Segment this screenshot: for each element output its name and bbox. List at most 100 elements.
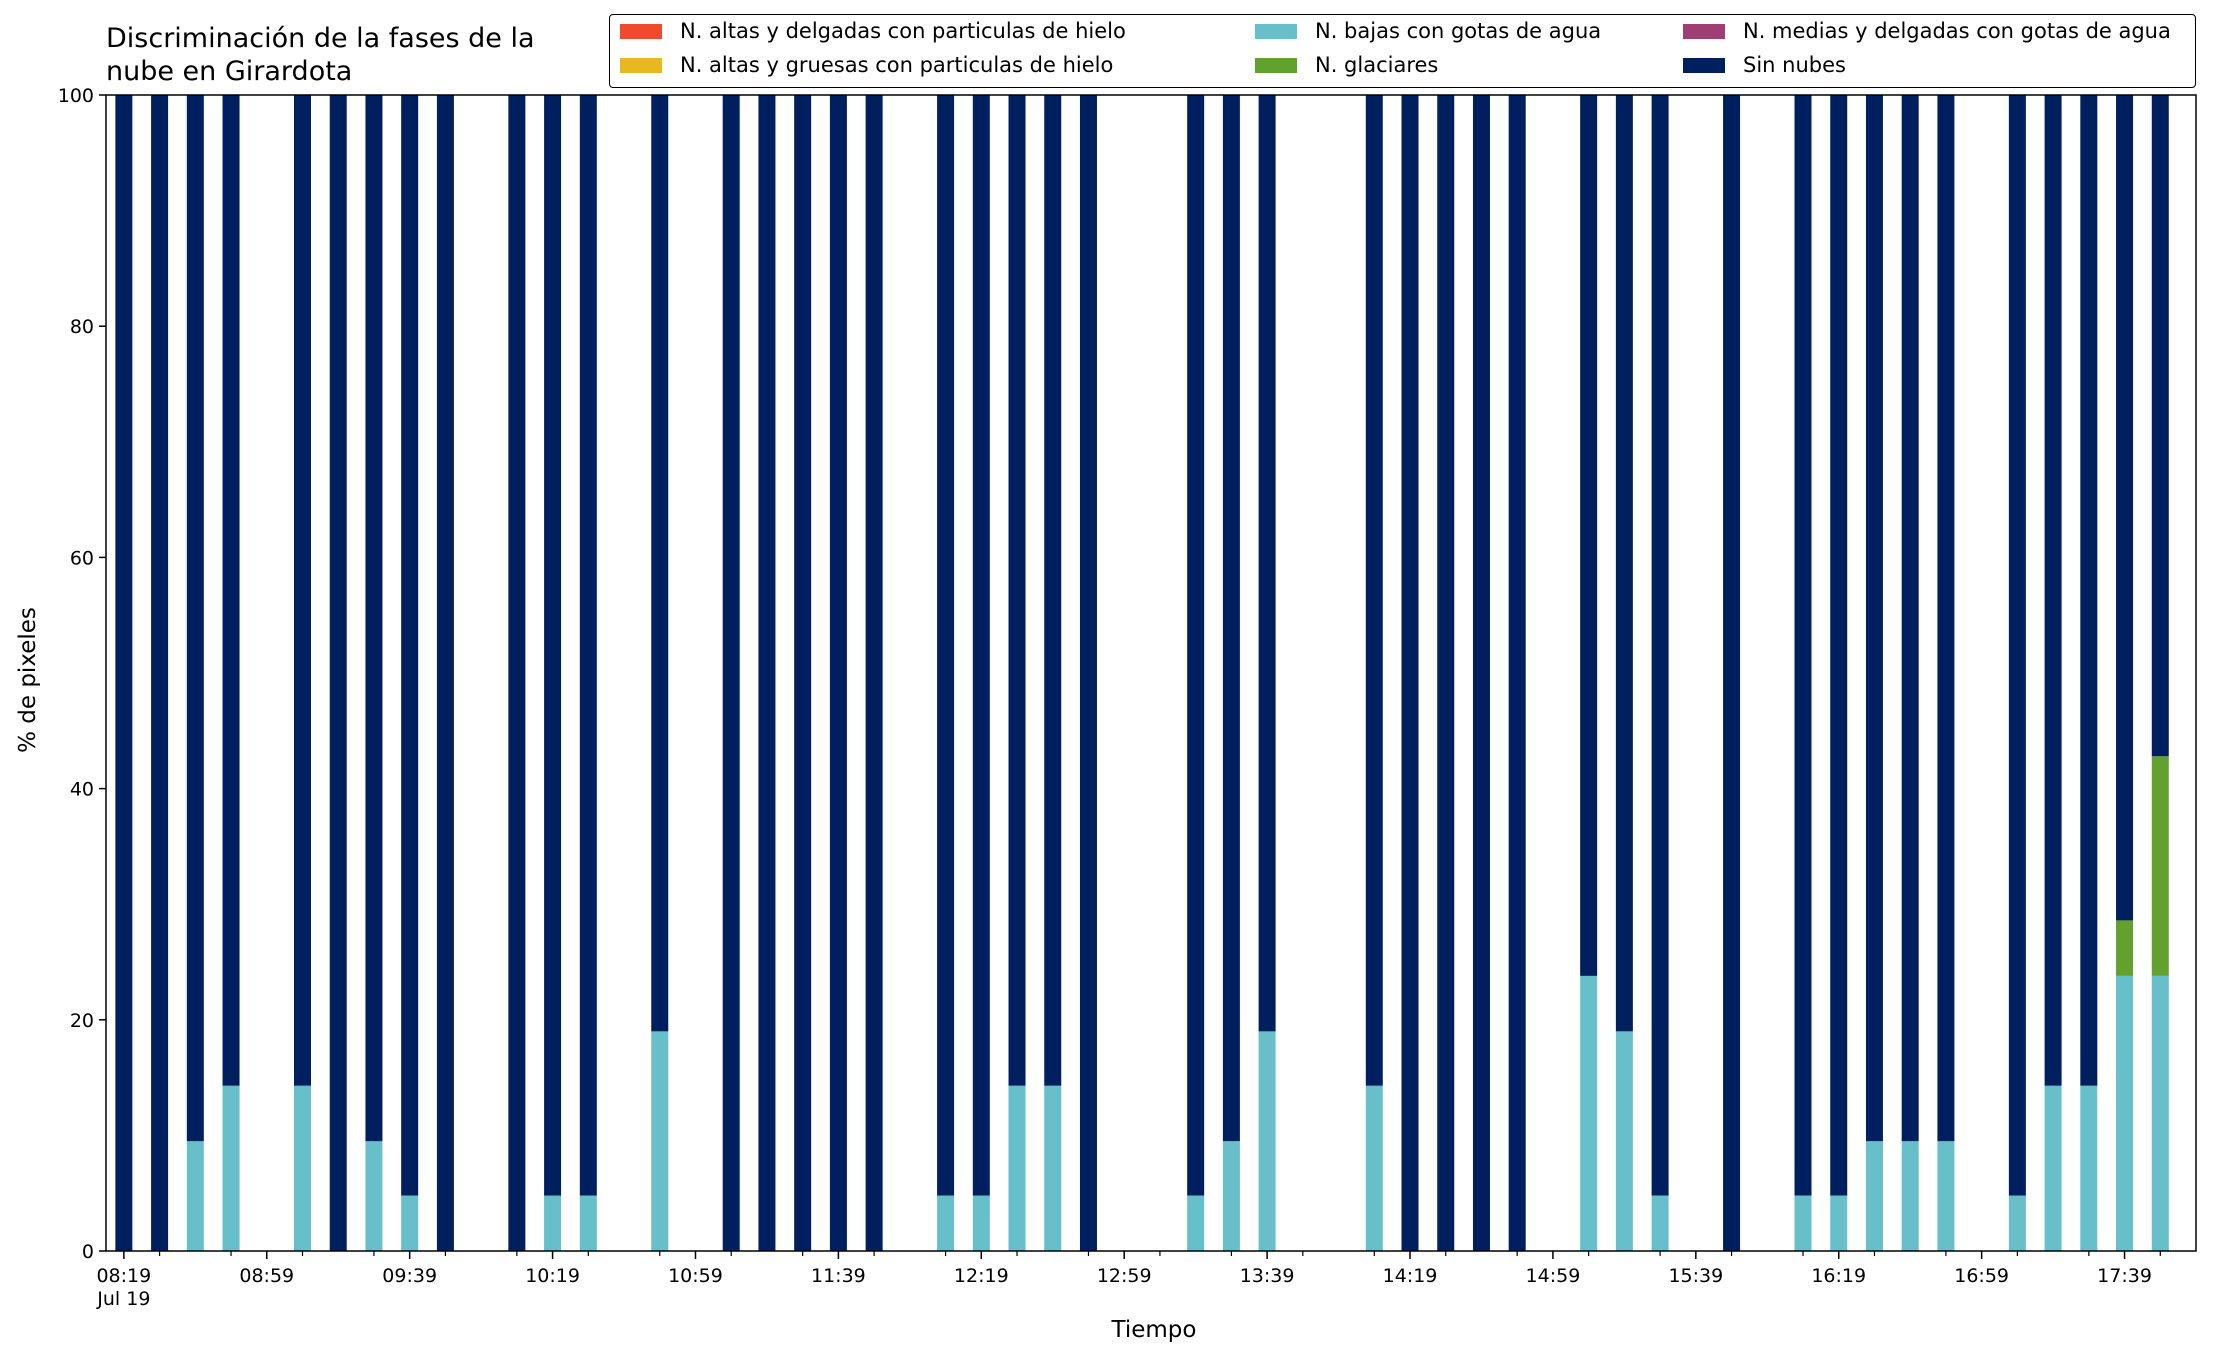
bar-segment-sin-nubes bbox=[722, 95, 740, 1251]
bar-segment-sin-nubes bbox=[1723, 95, 1741, 1251]
legend-item-glaciares: N. glaciares bbox=[1255, 53, 1438, 77]
bar-segment-bajas bbox=[1187, 1195, 1205, 1251]
legend-label: N. altas y delgadas con particulas de hi… bbox=[680, 19, 1126, 43]
y-tick-label: 60 bbox=[70, 547, 94, 569]
x-tick-label: 12:19 bbox=[954, 1265, 1009, 1287]
x-axis-label: Tiempo bbox=[1111, 1317, 1197, 1343]
bar-segment-bajas bbox=[1365, 1085, 1383, 1251]
bar-segment-bajas bbox=[186, 1141, 204, 1251]
bar-segment-sin-nubes bbox=[1044, 95, 1062, 1086]
x-tick-label: 16:19 bbox=[1811, 1265, 1866, 1287]
bar-segment-sin-nubes bbox=[758, 95, 776, 1251]
bar-segment-sin-nubes bbox=[1508, 95, 1526, 1251]
x-tick-label: 08:19 Jul 19 bbox=[96, 1265, 151, 1310]
bar-segment-sin-nubes bbox=[1830, 95, 1848, 1196]
bar-segment-glaciares bbox=[2116, 920, 2134, 976]
legend-swatch-sin-nubes bbox=[1683, 57, 1725, 73]
bar-segment-sin-nubes bbox=[651, 95, 669, 1032]
legend-item-sin-nubes: Sin nubes bbox=[1683, 53, 1846, 77]
bar-segment-bajas bbox=[1258, 1031, 1276, 1251]
bar-segment-sin-nubes bbox=[1937, 95, 1955, 1142]
bar-segment-sin-nubes bbox=[293, 95, 311, 1086]
bar-segment-sin-nubes bbox=[2008, 95, 2026, 1196]
bar-segment-sin-nubes bbox=[579, 95, 597, 1196]
bar-segment-bajas bbox=[1615, 1031, 1633, 1251]
legend-swatch-glaciares bbox=[1255, 57, 1297, 73]
bar-segment-bajas bbox=[1830, 1195, 1848, 1251]
bar-segment-sin-nubes bbox=[1187, 95, 1205, 1196]
bar-segment-sin-nubes bbox=[1615, 95, 1633, 1032]
bar-segment-bajas bbox=[2008, 1195, 2026, 1251]
bar-segment-bajas bbox=[1044, 1085, 1062, 1251]
bar-segment-sin-nubes bbox=[508, 95, 526, 1251]
bar-segment-sin-nubes bbox=[401, 95, 419, 1196]
x-tick-label: 11:39 bbox=[811, 1265, 866, 1287]
x-axis: 08:19 Jul 19 08:59 09:39 10:19 10:59 11:39 12:1… bbox=[96, 1251, 2161, 1310]
bar-segment-sin-nubes bbox=[1651, 95, 1669, 1196]
bar-segment-bajas bbox=[401, 1195, 419, 1251]
bar-segment-sin-nubes bbox=[186, 95, 204, 1142]
bar-segment-sin-nubes bbox=[1258, 95, 1276, 1032]
bar-segment-bajas bbox=[1008, 1085, 1026, 1251]
bar-segment-sin-nubes bbox=[2116, 95, 2134, 921]
plot-frame bbox=[105, 94, 2197, 1252]
bar-segment-sin-nubes bbox=[1580, 95, 1598, 976]
bar-segment-bajas bbox=[651, 1031, 669, 1251]
bar-segment-sin-nubes bbox=[1008, 95, 1026, 1086]
bar-segment-sin-nubes bbox=[1901, 95, 1919, 1142]
bar-segment-bajas bbox=[579, 1195, 597, 1251]
bar-segment-bajas bbox=[1937, 1141, 1955, 1251]
legend-swatch-medias-delgadas bbox=[1683, 23, 1725, 39]
x-tick-label: 10:19 bbox=[525, 1265, 580, 1287]
bar-segment-bajas bbox=[1651, 1195, 1669, 1251]
legend-label: N. bajas con gotas de agua bbox=[1315, 19, 1602, 43]
x-tick-label: 08:59 bbox=[239, 1265, 294, 1287]
bar-segment-sin-nubes bbox=[829, 95, 847, 1251]
chart-title: Discriminación de la fases de la nube en… bbox=[106, 23, 535, 87]
bar-segment-sin-nubes bbox=[972, 95, 990, 1196]
y-tick-label: 0 bbox=[82, 1241, 94, 1263]
bar-segment-bajas bbox=[293, 1085, 311, 1251]
bar-segment-glaciares bbox=[2151, 756, 2169, 976]
bar-segment-sin-nubes bbox=[2151, 95, 2169, 757]
bar-segment-sin-nubes bbox=[937, 95, 955, 1196]
bar-segment-sin-nubes bbox=[1865, 95, 1883, 1142]
bar-segment-sin-nubes bbox=[222, 95, 240, 1086]
x-tick-label: 16:59 bbox=[1954, 1265, 2009, 1287]
legend-label: N. medias y delgadas con gotas de agua bbox=[1743, 19, 2171, 43]
bar-segment-sin-nubes bbox=[1222, 95, 1240, 1142]
y-tick-label: 80 bbox=[70, 316, 94, 338]
bar-segment-sin-nubes bbox=[151, 95, 169, 1251]
bar-segment-sin-nubes bbox=[2044, 95, 2062, 1086]
y-axis: 0 20 40 60 80 100 bbox=[58, 85, 106, 1263]
x-tick-label: 14:59 bbox=[1526, 1265, 1581, 1287]
bar-segment-bajas bbox=[1794, 1195, 1812, 1251]
y-tick-label: 40 bbox=[70, 779, 94, 801]
legend: N. altas y delgadas con particulas de hi… bbox=[609, 14, 2196, 88]
bar-segment-sin-nubes bbox=[865, 95, 883, 1251]
bar-segment-sin-nubes bbox=[1794, 95, 1812, 1196]
bar-segment-bajas bbox=[1580, 975, 1598, 1251]
legend-item-medias-delgadas: N. medias y delgadas con gotas de agua bbox=[1683, 19, 2171, 43]
legend-label: N. glaciares bbox=[1315, 53, 1439, 77]
bar-segment-bajas bbox=[1865, 1141, 1883, 1251]
bars-layer bbox=[115, 95, 2169, 1251]
bar-segment-sin-nubes bbox=[1401, 95, 1419, 1251]
bar-segment-bajas bbox=[1222, 1141, 1240, 1251]
bar-segment-sin-nubes bbox=[544, 95, 562, 1196]
bar-segment-sin-nubes bbox=[115, 95, 133, 1251]
legend-label: Sin nubes bbox=[1743, 53, 1846, 77]
bar-segment-sin-nubes bbox=[1079, 95, 1097, 1251]
bar-segment-bajas bbox=[937, 1195, 955, 1251]
bar-segment-bajas bbox=[365, 1141, 383, 1251]
x-tick-label: 09:39 bbox=[382, 1265, 437, 1287]
bar-segment-sin-nubes bbox=[1365, 95, 1383, 1086]
x-tick-label: 15:39 bbox=[1668, 1265, 1723, 1287]
bar-segment-bajas bbox=[2044, 1085, 2062, 1251]
bar-segment-sin-nubes bbox=[436, 95, 454, 1251]
bar-segment-bajas bbox=[222, 1085, 240, 1251]
legend-label: N. altas y gruesas con particulas de hie… bbox=[680, 53, 1114, 77]
x-tick-label: 10:59 bbox=[668, 1265, 723, 1287]
legend-item-bajas: N. bajas con gotas de agua bbox=[1255, 19, 1601, 43]
